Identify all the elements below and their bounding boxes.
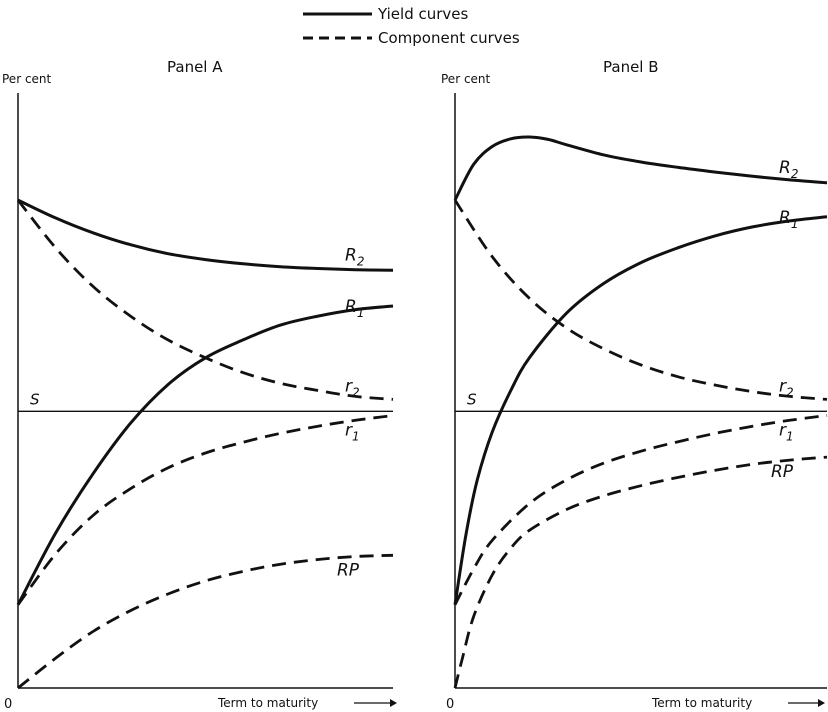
panel-a-label-rp: RP <box>337 560 360 580</box>
panel-a-ylabel: Per cent <box>2 72 52 86</box>
legend-solid-label: Yield curves <box>377 5 469 23</box>
panel-b: Panel B Per cent S 0 Term to maturity R2… <box>441 58 828 712</box>
panel-b-ylabel: Per cent <box>441 72 491 86</box>
panel-b-label-rp: RP <box>771 462 794 482</box>
panel-a-series-r1 <box>16 414 394 606</box>
panel-b-label-r2: r2 <box>779 376 794 399</box>
panel-b-xlabel: Term to maturity <box>651 696 752 710</box>
panel-a-origin-label: 0 <box>4 697 12 712</box>
panel-a-title: Panel A <box>167 58 223 76</box>
panel-b-series-r1 <box>453 215 828 605</box>
panel-a-xlabel: Term to maturity <box>217 696 318 710</box>
panel-a-label-r1: r1 <box>345 421 360 444</box>
panel-b-series-r1 <box>453 414 828 606</box>
panel-a-series-rp <box>17 553 394 690</box>
panel-b-series-rp <box>453 455 828 689</box>
panel-a-s-label: S <box>30 390 40 408</box>
panel-b-label-r2: R2 <box>779 158 798 181</box>
panel-a-xlabel-arrow-head <box>390 699 397 707</box>
panel-b-s-label: S <box>467 390 477 408</box>
panel-a-series-r2 <box>17 198 394 272</box>
panel-a-series-r2 <box>16 199 394 401</box>
panel-a-label-r2: r2 <box>345 376 360 399</box>
panel-a: Panel A Per cent S 0 Term to maturity R2… <box>2 58 397 712</box>
legend: Yield curves Component curves <box>303 5 520 47</box>
panel-b-label-r1: r1 <box>779 421 794 444</box>
panel-b-title: Panel B <box>603 58 659 76</box>
panel-b-label-r1: R1 <box>779 208 798 231</box>
panel-b-origin-label: 0 <box>446 697 454 712</box>
legend-dashed-label: Component curves <box>378 29 520 47</box>
panel-b-xlabel-arrow-head <box>818 699 825 707</box>
panel-b-series-r2 <box>453 135 828 201</box>
panel-a-label-r2: R2 <box>345 245 364 268</box>
panel-b-series-r2 <box>453 199 828 401</box>
panel-a-label-r1: R1 <box>345 297 364 320</box>
